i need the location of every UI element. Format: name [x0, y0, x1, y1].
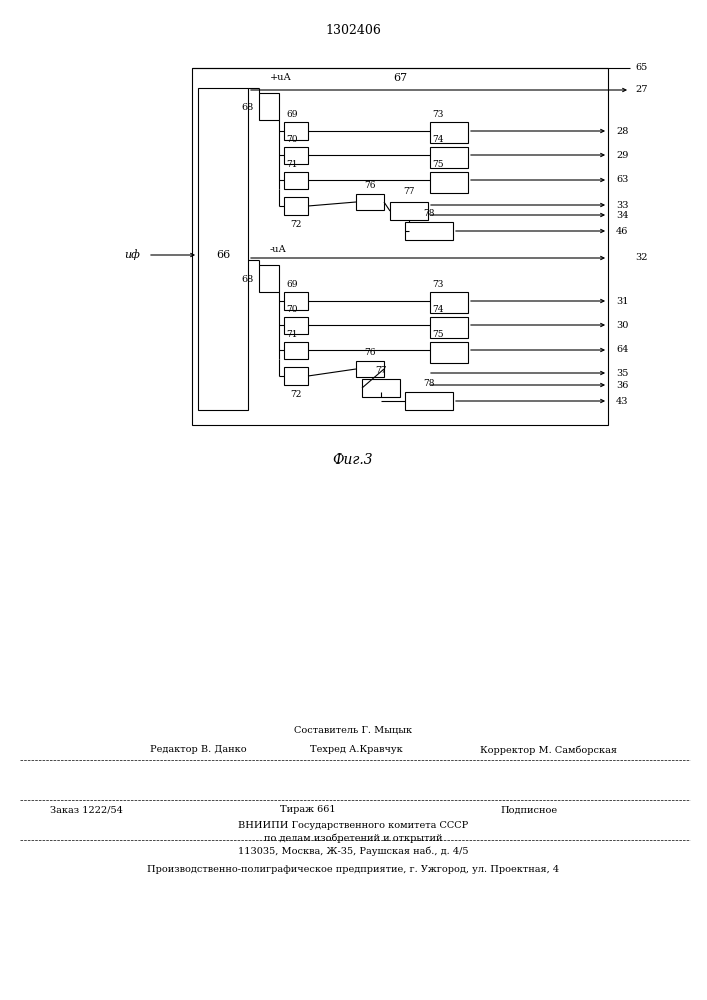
Text: 43: 43	[616, 396, 629, 406]
Text: 73: 73	[432, 110, 443, 119]
Bar	[284, 342, 308, 359]
Text: 31: 31	[616, 296, 629, 306]
Text: 46: 46	[616, 227, 629, 235]
Bar	[430, 122, 468, 143]
Text: Редактор В. Данко: Редактор В. Данко	[150, 746, 247, 754]
Text: 64: 64	[616, 346, 629, 355]
Bar	[356, 361, 384, 377]
Text: по делам изобретений и открытий: по делам изобретений и открытий	[264, 833, 443, 843]
Text: 63: 63	[616, 176, 629, 184]
Text: 1302406: 1302406	[325, 23, 381, 36]
Text: Подписное: Подписное	[500, 806, 557, 814]
Text: 68: 68	[242, 103, 254, 111]
Text: 27: 27	[635, 86, 648, 95]
Bar	[284, 122, 308, 140]
Bar	[430, 342, 468, 363]
Text: 66: 66	[216, 250, 230, 260]
Text: 36: 36	[616, 380, 629, 389]
Bar	[362, 379, 400, 397]
Bar	[430, 147, 468, 168]
Text: 71: 71	[286, 160, 298, 169]
Text: Корректор М. Самборская: Корректор М. Самборская	[480, 745, 617, 755]
Bar	[284, 147, 308, 164]
Text: 32: 32	[635, 253, 648, 262]
Text: +uА: +uА	[270, 74, 292, 83]
Text: 76: 76	[364, 181, 375, 190]
Text: 30: 30	[616, 320, 629, 330]
Bar	[430, 292, 468, 313]
Text: 35: 35	[616, 368, 629, 377]
Text: 71: 71	[286, 330, 298, 339]
Text: 34: 34	[616, 211, 629, 220]
Text: 72: 72	[291, 390, 302, 399]
Text: 72: 72	[291, 220, 302, 229]
Text: -uА: -uА	[270, 245, 287, 254]
Text: Заказ 1222/54: Заказ 1222/54	[50, 806, 123, 814]
Text: 77: 77	[375, 366, 387, 375]
Text: 77: 77	[403, 187, 415, 196]
Text: 70: 70	[286, 135, 298, 144]
Text: 113035, Москва, Ж-35, Раушская наб., д. 4/5: 113035, Москва, Ж-35, Раушская наб., д. …	[238, 846, 468, 856]
Text: uф: uф	[124, 250, 140, 260]
Text: Составитель Г. Мыцык: Составитель Г. Мыцык	[294, 726, 412, 734]
Text: 69: 69	[286, 110, 298, 119]
Text: 33: 33	[616, 200, 629, 210]
Text: 68: 68	[242, 274, 254, 284]
Text: 75: 75	[432, 330, 443, 339]
Bar	[390, 202, 428, 220]
Bar	[284, 292, 308, 310]
Text: 78: 78	[423, 379, 435, 388]
Text: 75: 75	[432, 160, 443, 169]
Bar	[284, 172, 308, 189]
Bar	[356, 194, 384, 210]
Text: Фиг.3: Фиг.3	[333, 453, 373, 467]
Text: 70: 70	[286, 305, 298, 314]
Text: 74: 74	[432, 305, 443, 314]
Bar	[284, 197, 308, 215]
Bar	[284, 367, 308, 385]
Text: 74: 74	[432, 135, 443, 144]
Text: Техред А.Кравчук: Техред А.Кравчук	[310, 746, 403, 754]
Text: 29: 29	[616, 150, 629, 159]
Text: 69: 69	[286, 280, 298, 289]
Bar	[430, 172, 468, 193]
Bar	[198, 88, 248, 410]
Bar	[284, 317, 308, 334]
Text: 76: 76	[364, 348, 375, 357]
Text: 28: 28	[616, 126, 629, 135]
Text: 73: 73	[432, 280, 443, 289]
Text: Тираж 661: Тираж 661	[280, 806, 336, 814]
Text: 78: 78	[423, 209, 435, 218]
Text: Производственно-полиграфическое предприятие, г. Ужгород, ул. Проектная, 4: Производственно-полиграфическое предприя…	[147, 865, 559, 874]
Bar	[259, 93, 279, 120]
Bar	[192, 68, 608, 425]
Bar	[430, 317, 468, 338]
Bar	[259, 265, 279, 292]
Text: 67: 67	[393, 73, 407, 83]
Bar	[405, 392, 453, 410]
Text: ВНИИПИ Государственного комитета СССР: ВНИИПИ Государственного комитета СССР	[238, 820, 468, 830]
Text: 65: 65	[635, 64, 647, 73]
Bar	[405, 222, 453, 240]
